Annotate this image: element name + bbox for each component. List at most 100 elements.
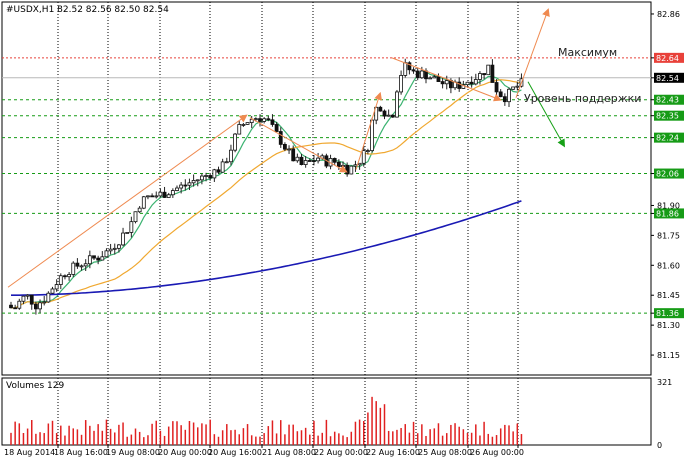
candle-body [208,175,213,179]
candle-body [187,182,192,186]
y-tick-label: 81.30 [657,321,680,330]
candle-body [50,288,55,294]
support-label: Уровень поддержки [524,92,641,105]
candle-body [92,255,96,259]
candle-body [83,263,88,267]
y-axis: 82.86 82.64 82.54 82.43 82.35 82.24 82.06 81.90… [651,10,684,450]
y-tick-label: 81.45 [657,291,680,300]
candle-body [104,250,109,258]
candle-body [150,195,155,198]
candle-body [100,256,105,261]
volume-bars [10,396,523,445]
candle-body [29,294,34,305]
x-tick-label: 26 Aug 00:00 [470,448,524,457]
x-tick-label: 25 Aug 08:00 [418,448,472,457]
y-tick-label: 82.06 [656,170,679,179]
candle-body [444,80,449,85]
candle-body [282,144,287,150]
candle-body [42,301,47,304]
candle-body [390,114,395,118]
candle-body [220,161,225,173]
candle-body [258,118,262,122]
candle-body [34,303,38,310]
y-tick-label: 82.35 [656,112,679,121]
y-tick-label: 81.75 [657,231,680,240]
candle-body [486,64,491,76]
candle-body [125,232,130,234]
candle-body [237,124,242,135]
candle-body [415,70,420,79]
candle-body [141,196,146,209]
y-tick-label: 82.54 [656,74,679,83]
candle-body [490,64,495,83]
x-tick-label: 20 Aug 16:00 [208,448,262,457]
y-tick-label: 82.24 [656,134,679,143]
candle-body [378,106,383,112]
candle-body [262,118,267,122]
candle-body [58,275,63,285]
candle-body [312,160,316,162]
ma-fast-line [10,70,522,309]
candle-body [54,284,59,290]
candles [9,58,524,315]
candle-body [478,73,482,80]
y-tick-badge [654,308,684,319]
y-tick-badge [654,72,684,83]
candle-body [96,257,101,261]
y-tick-badge [654,208,684,219]
candle-body [278,131,283,145]
candle-body [170,190,175,196]
candle-body [399,75,404,93]
x-tick-label: 22 Aug 16:00 [366,448,420,457]
forecast-arrow-up [515,8,550,98]
candle-body [432,76,437,79]
y-tick-badge [654,110,684,121]
candle-body [129,221,134,233]
candle-body [502,96,507,103]
candle-body [349,165,354,175]
candle-body [216,169,221,173]
y-tick-label: 82.86 [657,10,680,19]
candle-body [162,191,167,198]
forecast-arrow-down [527,81,565,148]
candle-body [482,73,487,76]
y-tick-badge [654,94,684,105]
trend-arrow-down [391,57,502,102]
y-tick-badge [654,132,684,143]
candle-body [79,265,84,268]
candle-body [117,244,121,249]
candle-body [357,162,362,166]
candle-body [395,91,399,118]
candle-body [13,307,18,310]
candle-body [112,247,117,250]
candle-body [212,169,217,179]
candle-body [386,114,391,117]
candle-body [332,158,337,163]
candle-body [469,81,474,85]
trend-arrow-up [7,114,248,288]
candle-body [183,184,188,187]
chart-header: #USDX,H1 82.52 82.56 82.50 82.54 [6,5,169,15]
candle-body [87,255,92,265]
candle-body [121,232,125,246]
trend-arrow-down [249,117,348,173]
candle-body [166,194,171,198]
candle-body [133,211,138,223]
x-tick-label: 19 Aug 08:00 [106,448,160,457]
x-tick-label: 22 Aug 00:00 [314,448,368,457]
candle-body [191,180,196,184]
candle-body [299,156,304,165]
candle-body [274,124,279,132]
volume-tick-label: 321 [657,378,672,387]
candle-body [403,62,408,76]
candle-body [291,148,296,162]
candle-body [67,274,71,278]
x-tick-label: 21 Aug 08:00 [262,448,316,457]
ma-slow-line [11,200,522,296]
y-tick-label: 81.36 [656,309,679,318]
candle-body [204,175,208,177]
candle-body [154,195,159,198]
candle-body [507,88,511,103]
